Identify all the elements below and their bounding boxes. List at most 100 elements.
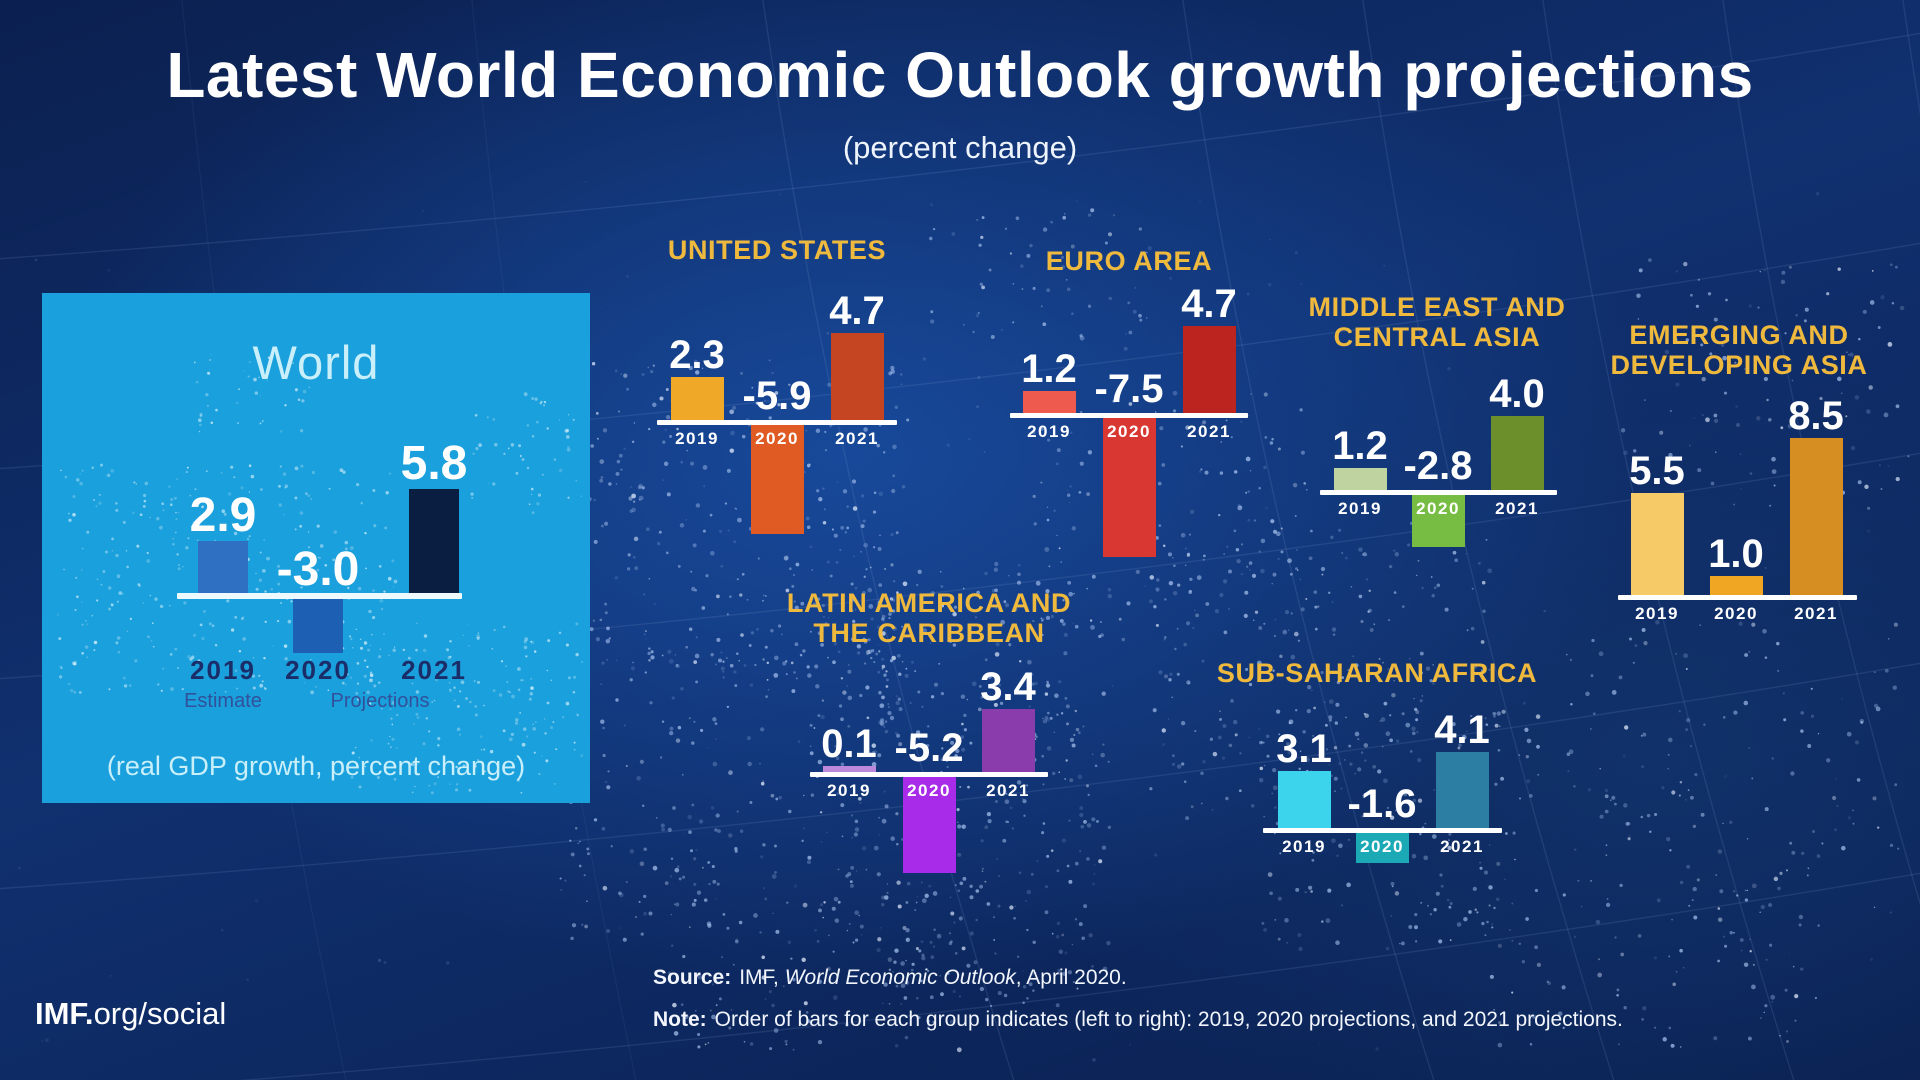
map-dot [994,561,999,567]
map-dot [1724,944,1728,948]
map-dot [58,637,62,641]
map-dot [1233,719,1238,725]
map-dot [1004,227,1008,230]
map-dot [928,884,932,888]
year-label-2021: 2021 [401,655,467,685]
map-dot [876,947,881,953]
map-dot [1108,296,1113,301]
map-dot [91,614,94,617]
map-dot [850,865,855,870]
map-dot [129,617,133,621]
map-dot [550,726,554,730]
map-dot [979,884,983,889]
map-dot [896,880,901,885]
map-dot [604,780,608,784]
map-dot [1614,802,1617,806]
map-dot [610,845,613,848]
map-dot [887,957,893,962]
map-dot [1852,809,1854,812]
map-dot [528,503,531,505]
map-dot [847,695,853,701]
map-dot [1288,721,1292,725]
map-dot [1101,845,1107,850]
map-dot [1685,668,1688,670]
map-dot [1627,837,1631,841]
map-dot [1068,819,1071,822]
map-dot [635,915,638,919]
map-dot [759,931,762,934]
value-label-2019: 2.9 [189,489,257,542]
map-dot [759,762,761,765]
map-dot [714,897,717,901]
map-dot [1250,804,1255,808]
map-dot [1415,940,1418,943]
map-dot [1748,650,1751,654]
map-dot [1056,713,1059,716]
map-dot [1807,867,1810,870]
map-dot [994,652,1000,657]
map-dot [1733,503,1736,506]
map-dot [68,518,72,523]
map-dot [817,1039,823,1045]
map-dot [1172,556,1174,559]
map-dot [1091,753,1094,755]
map-dot [891,488,896,494]
map-dot [900,373,903,376]
map-dot [1748,304,1753,308]
map-dot [1771,1001,1774,1003]
map-dot [1365,554,1368,556]
map-dot [428,730,431,733]
map-dot [394,646,396,648]
map-dot [1152,708,1157,713]
map-dot [1826,758,1831,763]
map-dot [807,673,812,678]
map-dot [1212,751,1218,757]
map-dot [705,574,709,578]
map-dot [1874,671,1876,673]
map-dot [1064,778,1067,780]
map-dot [1172,754,1175,758]
map-dot [1035,580,1041,586]
map-dot [584,924,588,929]
map-dot [1223,553,1225,555]
map-dot [304,492,308,496]
map-dot [1481,921,1485,926]
map-dot [878,650,881,653]
map-dot [363,674,367,678]
value-label-2021: 5.8 [400,437,468,490]
map-dot [220,471,223,474]
map-dot [606,785,611,790]
map-dot [199,423,202,427]
map-dot [1729,931,1733,935]
map-dot [1637,934,1642,938]
map-dot [1679,1046,1682,1048]
map-dot [254,899,259,903]
map-dot [816,489,820,493]
map-dot [1526,779,1531,784]
map-dot [618,926,621,930]
map-dot [981,867,985,871]
map-dot [866,649,871,655]
map-dot [993,938,996,941]
map-dot [1026,997,1029,1000]
map-dot [1801,851,1805,855]
map-dot [1051,932,1054,935]
map-dot [1062,215,1066,220]
map-dot [1101,691,1106,696]
map-dot [852,506,858,511]
source-pre: IMF, [739,966,785,989]
map-dot [1088,933,1093,938]
map-dot [1363,712,1366,715]
map-dot [1058,949,1064,955]
map-dot [1496,861,1501,866]
map-dot [1125,333,1128,335]
bar-2021 [982,709,1035,772]
map-dot [1800,729,1804,733]
map-dot [633,536,639,542]
map-dot [878,690,882,695]
map-dot [1040,481,1043,484]
map-dot [1358,594,1363,599]
map-dot [1614,936,1617,939]
map-dot [383,633,385,635]
map-dot [1321,920,1324,923]
